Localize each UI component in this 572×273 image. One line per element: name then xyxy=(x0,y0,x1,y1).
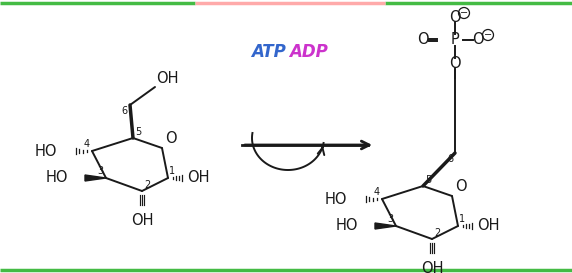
Text: 5: 5 xyxy=(135,127,141,137)
Text: 1: 1 xyxy=(459,214,465,224)
Text: OH: OH xyxy=(421,261,443,273)
Text: 4: 4 xyxy=(84,139,90,149)
Text: 1: 1 xyxy=(169,166,175,176)
Text: ATP: ATP xyxy=(251,43,285,61)
Text: ADP: ADP xyxy=(289,43,327,61)
Text: P: P xyxy=(451,32,459,48)
Text: 3: 3 xyxy=(387,214,393,224)
Text: HO: HO xyxy=(34,144,57,159)
Text: 3: 3 xyxy=(97,166,103,176)
Text: 5: 5 xyxy=(425,175,431,185)
Text: 6: 6 xyxy=(122,106,128,116)
Text: 2: 2 xyxy=(144,180,150,190)
Text: OH: OH xyxy=(477,218,499,233)
Text: 2: 2 xyxy=(434,228,440,238)
Polygon shape xyxy=(85,175,106,181)
Text: OH: OH xyxy=(131,213,153,228)
Text: 4: 4 xyxy=(374,187,380,197)
Text: HO: HO xyxy=(46,171,68,185)
Text: O: O xyxy=(417,32,429,48)
Text: O: O xyxy=(449,55,461,70)
Text: HO: HO xyxy=(336,218,358,233)
Text: HO: HO xyxy=(324,191,347,206)
Text: OH: OH xyxy=(156,71,178,86)
Polygon shape xyxy=(375,223,396,229)
Text: 6: 6 xyxy=(447,154,453,164)
Text: −: − xyxy=(460,8,468,18)
Text: O: O xyxy=(455,179,467,194)
Text: O: O xyxy=(472,32,484,48)
Text: O: O xyxy=(449,10,461,25)
Text: OH: OH xyxy=(187,171,209,185)
Text: O: O xyxy=(165,131,177,146)
Text: −: − xyxy=(484,30,492,40)
